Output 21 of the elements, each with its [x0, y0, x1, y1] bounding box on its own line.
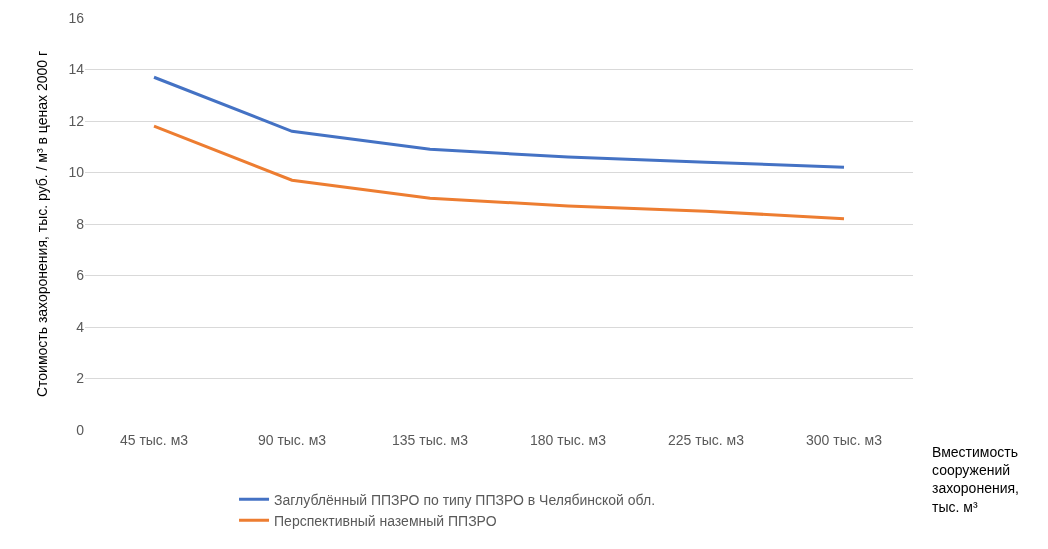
- y-tick-label: 12: [68, 112, 85, 129]
- x-tick-label: 45 тыс. м3: [119, 432, 189, 448]
- y-tick-label: 0: [76, 421, 85, 438]
- y-tick-label: 8: [76, 215, 85, 232]
- line-series: [152, 75, 846, 169]
- legend-label: Заглублённый ППЗРО по типу ППЗРО в Челябинской обл.: [274, 491, 656, 508]
- y-tick-label: 16: [68, 9, 85, 26]
- y-axis-title: Стоимость захоронения, тыс. руб. / м³ в ценах 2000 г: [34, 50, 50, 398]
- y-tick-label: 10: [68, 164, 85, 181]
- legend-label: Перспективный наземный ППЗРО: [274, 512, 497, 529]
- line-series: [152, 124, 846, 221]
- y-tick-label: 4: [76, 318, 85, 335]
- x-tick-label: 300 тыс. м3: [806, 432, 883, 448]
- x-axis-title: Вместимость сооружений захоронения, тыс. м³: [932, 444, 1019, 515]
- y-tick-label: 6: [76, 267, 85, 284]
- x-tick-label: 180 тыс. м3: [530, 432, 607, 448]
- x-tick-label: 225 тыс. м3: [668, 432, 745, 448]
- x-tick-label: 135 тыс. м3: [392, 432, 469, 448]
- y-tick-label: 2: [76, 370, 85, 387]
- y-tick-label: 14: [68, 61, 85, 78]
- x-tick-label: 90 тыс. м3: [257, 432, 327, 448]
